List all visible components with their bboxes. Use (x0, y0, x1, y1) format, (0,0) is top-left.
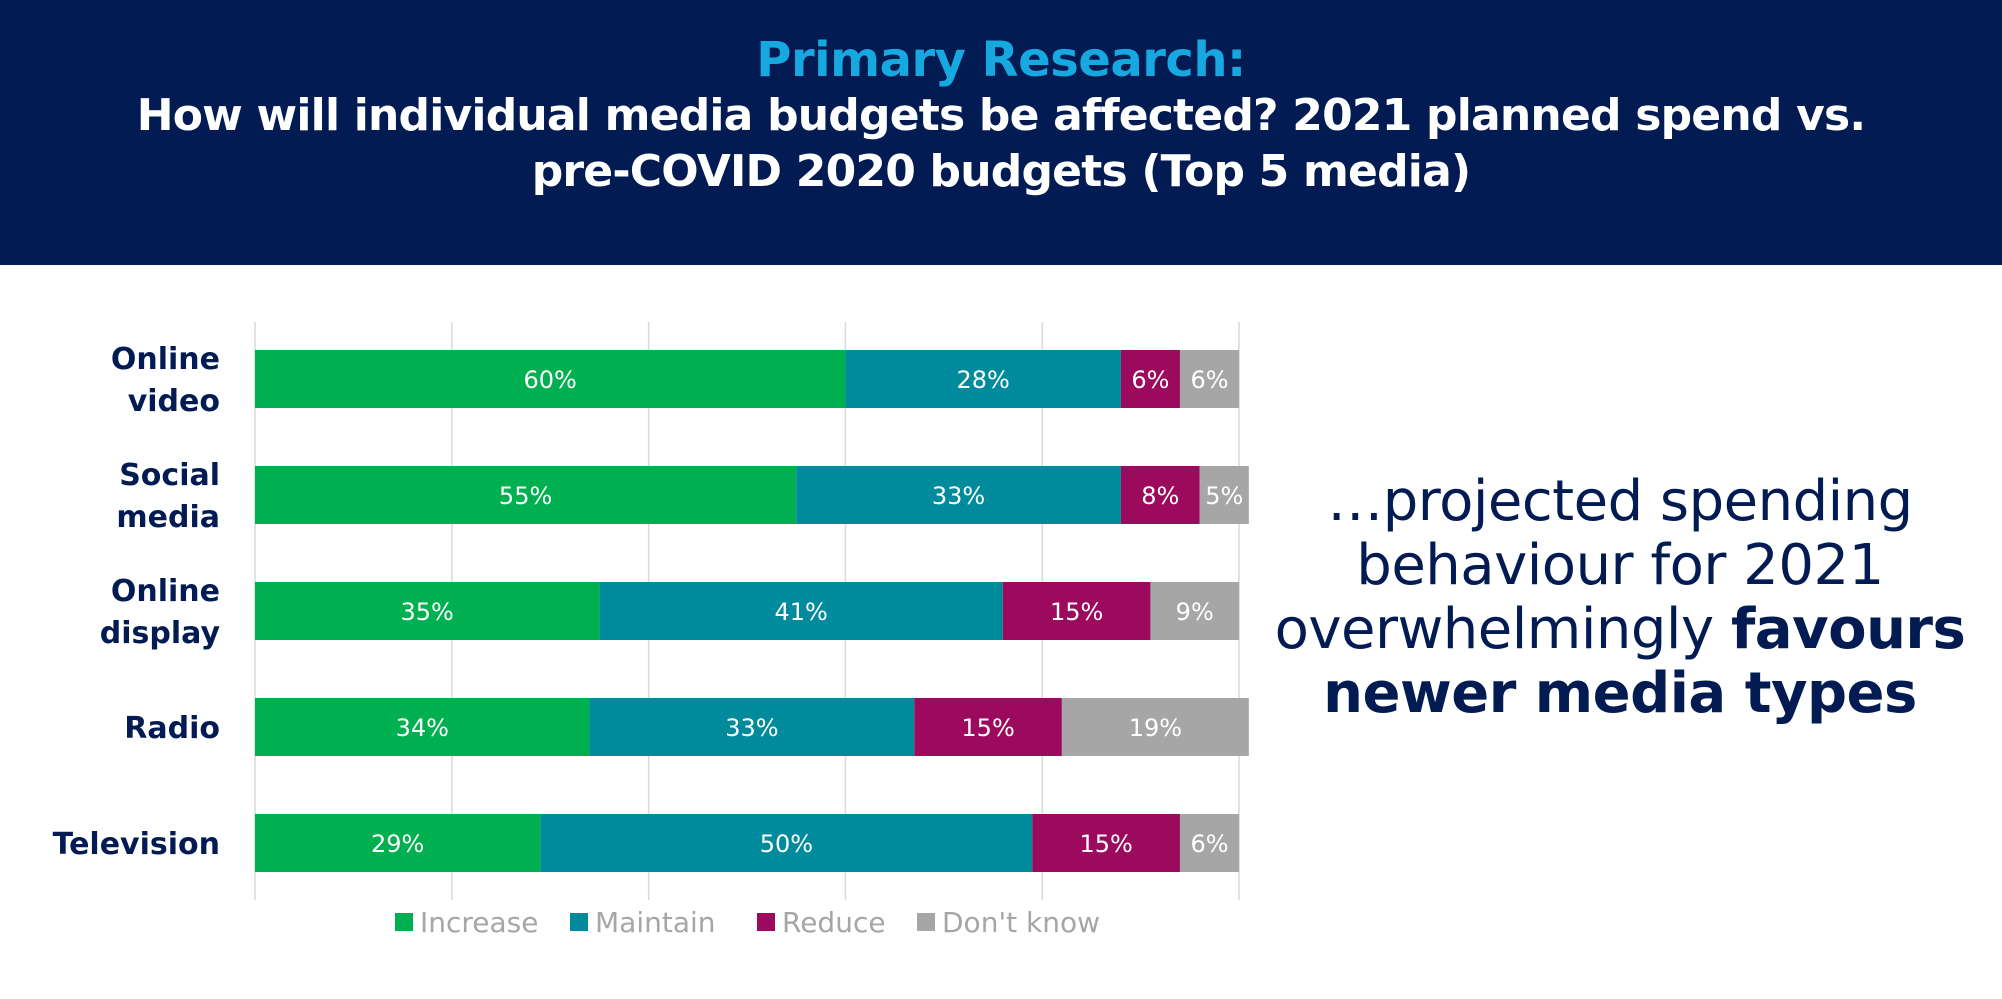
data-label: 28% (956, 366, 1009, 394)
data-label: 15% (1079, 830, 1132, 858)
data-label: 60% (524, 366, 577, 394)
data-label: 5% (1205, 482, 1243, 510)
data-label: 6% (1190, 366, 1228, 394)
category-label: Television (53, 827, 220, 862)
bar-segment (845, 350, 1121, 408)
side-note: …projected spending behaviour for 2021 o… (1260, 470, 1980, 726)
data-label: 9% (1176, 598, 1214, 626)
category-label: Online (111, 574, 220, 609)
legend-label: Increase (420, 906, 539, 939)
data-label: 50% (760, 830, 813, 858)
bar-segment (1002, 582, 1151, 640)
legend-label: Reduce (782, 906, 886, 939)
data-label: 15% (961, 714, 1014, 742)
bar-segment (1032, 814, 1180, 872)
legend-swatch (917, 913, 935, 931)
data-label: 8% (1141, 482, 1179, 510)
data-label: 33% (725, 714, 778, 742)
data-label: 19% (1129, 714, 1182, 742)
legend-label: Don't know (942, 906, 1100, 939)
bar-segment (255, 814, 541, 872)
bar-segment (1150, 582, 1239, 640)
legend-swatch (395, 913, 413, 931)
category-label: Online (111, 342, 220, 377)
bar-segment (1179, 350, 1239, 408)
chart-title: How will individual media budgets be aff… (136, 90, 1866, 197)
category-label: display (100, 616, 221, 651)
legend-label: Maintain (595, 906, 716, 939)
data-label: 35% (401, 598, 454, 626)
category-label: video (128, 384, 220, 419)
data-label: 41% (774, 598, 827, 626)
data-label: 6% (1190, 830, 1228, 858)
bar-segment (599, 582, 1003, 640)
data-label: 33% (932, 482, 985, 510)
bar-segment (1120, 466, 1200, 524)
bar-segment (255, 466, 797, 524)
bar-segment (255, 698, 590, 756)
bar-segment (796, 466, 1121, 524)
bar-segment (540, 814, 1033, 872)
bar-segment (1120, 350, 1180, 408)
bar-segment (255, 350, 846, 408)
side-note-regular: …projected spending behaviour for 2021 o… (1274, 469, 1914, 662)
bar-segment (589, 698, 915, 756)
bar-segment (1199, 466, 1249, 524)
legend-swatch (757, 913, 775, 931)
header-banner: Primary Research: How will individual me… (0, 0, 2002, 265)
bar-segment (1061, 698, 1249, 756)
bar-segment (1179, 814, 1239, 872)
data-label: 6% (1131, 366, 1169, 394)
side-note-bold: favours newer media types (1323, 597, 1966, 726)
bar-segment (255, 582, 600, 640)
bar-segment (914, 698, 1062, 756)
legend-swatch (570, 913, 588, 931)
data-label: 29% (371, 830, 424, 858)
data-label: 55% (499, 482, 552, 510)
category-label: Radio (124, 711, 220, 746)
chart-subtitle: Primary Research: (756, 32, 1246, 88)
category-label: Social (119, 458, 220, 493)
category-label: media (116, 500, 220, 535)
data-label: 15% (1050, 598, 1103, 626)
data-label: 34% (396, 714, 449, 742)
